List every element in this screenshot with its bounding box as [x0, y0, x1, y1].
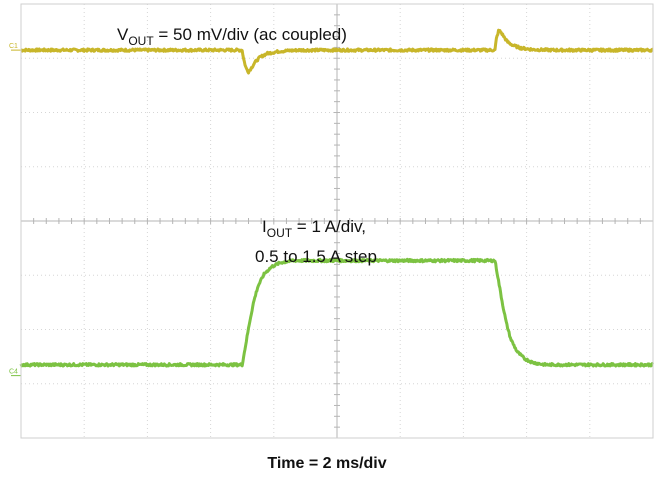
- series-layer: [19, 28, 654, 368]
- frame: [20, 3, 654, 439]
- iout-step-label: 0.5 to 1.5 A step: [255, 247, 377, 266]
- vout-label: VOUT = 50 mV/div (ac coupled): [117, 25, 347, 48]
- iout-label: IOUT = 1 A/div,: [262, 217, 366, 240]
- x-axis-label: Time = 2 ms/div: [267, 455, 387, 472]
- channel-markers: C1 C4: [9, 43, 21, 377]
- vout-trace: [20, 28, 654, 75]
- channel-marker-label: C1: [9, 43, 18, 50]
- grid: [21, 4, 653, 438]
- iout-trace: [19, 257, 654, 368]
- channel-marker-label: C4: [9, 369, 18, 376]
